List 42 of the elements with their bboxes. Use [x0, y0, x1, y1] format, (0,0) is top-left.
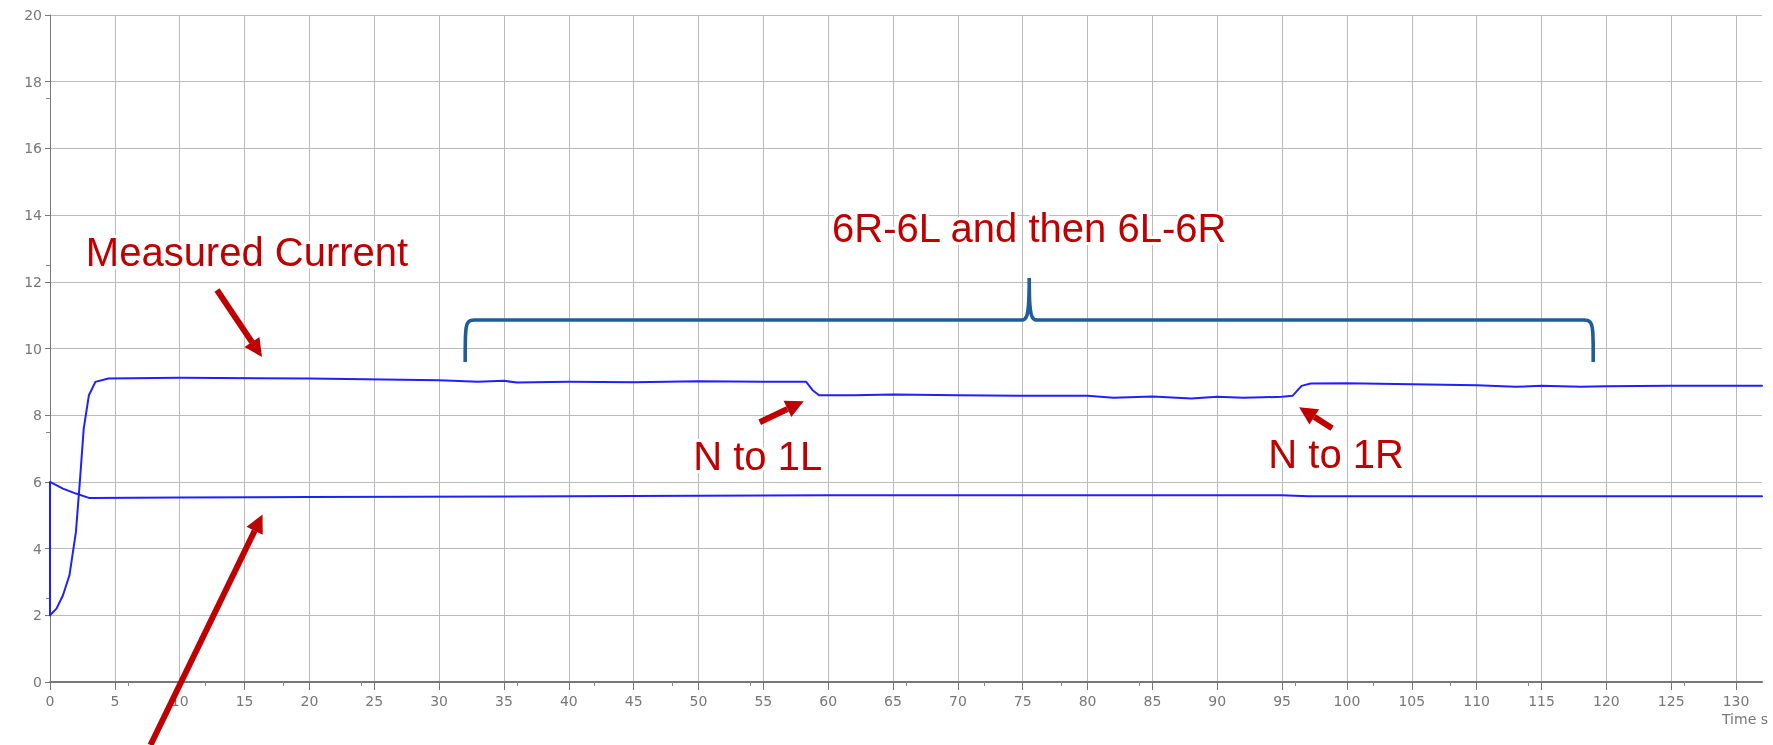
x-tick-label: 80 [1078, 693, 1097, 709]
x-tick-label: 60 [819, 693, 838, 709]
x-tick-label: 90 [1208, 693, 1227, 709]
y-tick-label: 10 [24, 340, 42, 357]
y-tick-label: 14 [24, 207, 43, 224]
x-tick-label: 50 [689, 693, 708, 709]
x-tick-label: 20 [300, 693, 319, 709]
y-tick-label: 4 [33, 540, 43, 557]
x-tick-label: 110 [1463, 693, 1491, 709]
x-tick-label: 105 [1398, 693, 1426, 709]
x-tick-label: 55 [754, 693, 773, 709]
x-tick-label: 75 [1013, 693, 1032, 709]
y-tick-label: 16 [24, 140, 43, 157]
annotation: N to 1L [693, 434, 823, 479]
y-tick-label: 0 [33, 674, 42, 690]
x-tick-label: 85 [1143, 693, 1162, 709]
x-tick-label: 25 [365, 693, 384, 709]
x-tick-label: 65 [884, 693, 902, 709]
x-tick-label: 120 [1593, 693, 1620, 709]
annotation: Measured Current [85, 230, 409, 274]
x-tick-label: 35 [495, 693, 513, 709]
x-tick-label: 30 [430, 693, 448, 709]
y-tick-label: 20 [24, 7, 42, 23]
x-tick-label: 40 [559, 693, 578, 709]
x-tick-label: 45 [624, 693, 643, 709]
x-tick-label: 5 [110, 693, 120, 709]
y-tick-label: 6 [33, 473, 43, 490]
x-tick-label: 70 [948, 693, 967, 709]
x-tick-label: 125 [1657, 693, 1685, 709]
x-axis-title: Time s [1721, 711, 1769, 727]
x-tick-label: 95 [1273, 693, 1292, 709]
y-tick-label: 2 [33, 607, 42, 624]
x-tick-label: 115 [1528, 693, 1555, 709]
x-tick-label: 130 [1722, 693, 1750, 709]
x-tick-label: 100 [1333, 693, 1361, 709]
y-tick-label: 18 [24, 73, 42, 90]
annotation: 6R-6L and then 6L-6R [832, 206, 1227, 250]
x-tick-label: 15 [235, 693, 254, 709]
x-tick-label: 0 [45, 693, 55, 709]
y-tick-label: 8 [33, 407, 42, 424]
y-tick-label: 12 [24, 273, 42, 290]
annotation: N to 1R [1268, 432, 1404, 477]
